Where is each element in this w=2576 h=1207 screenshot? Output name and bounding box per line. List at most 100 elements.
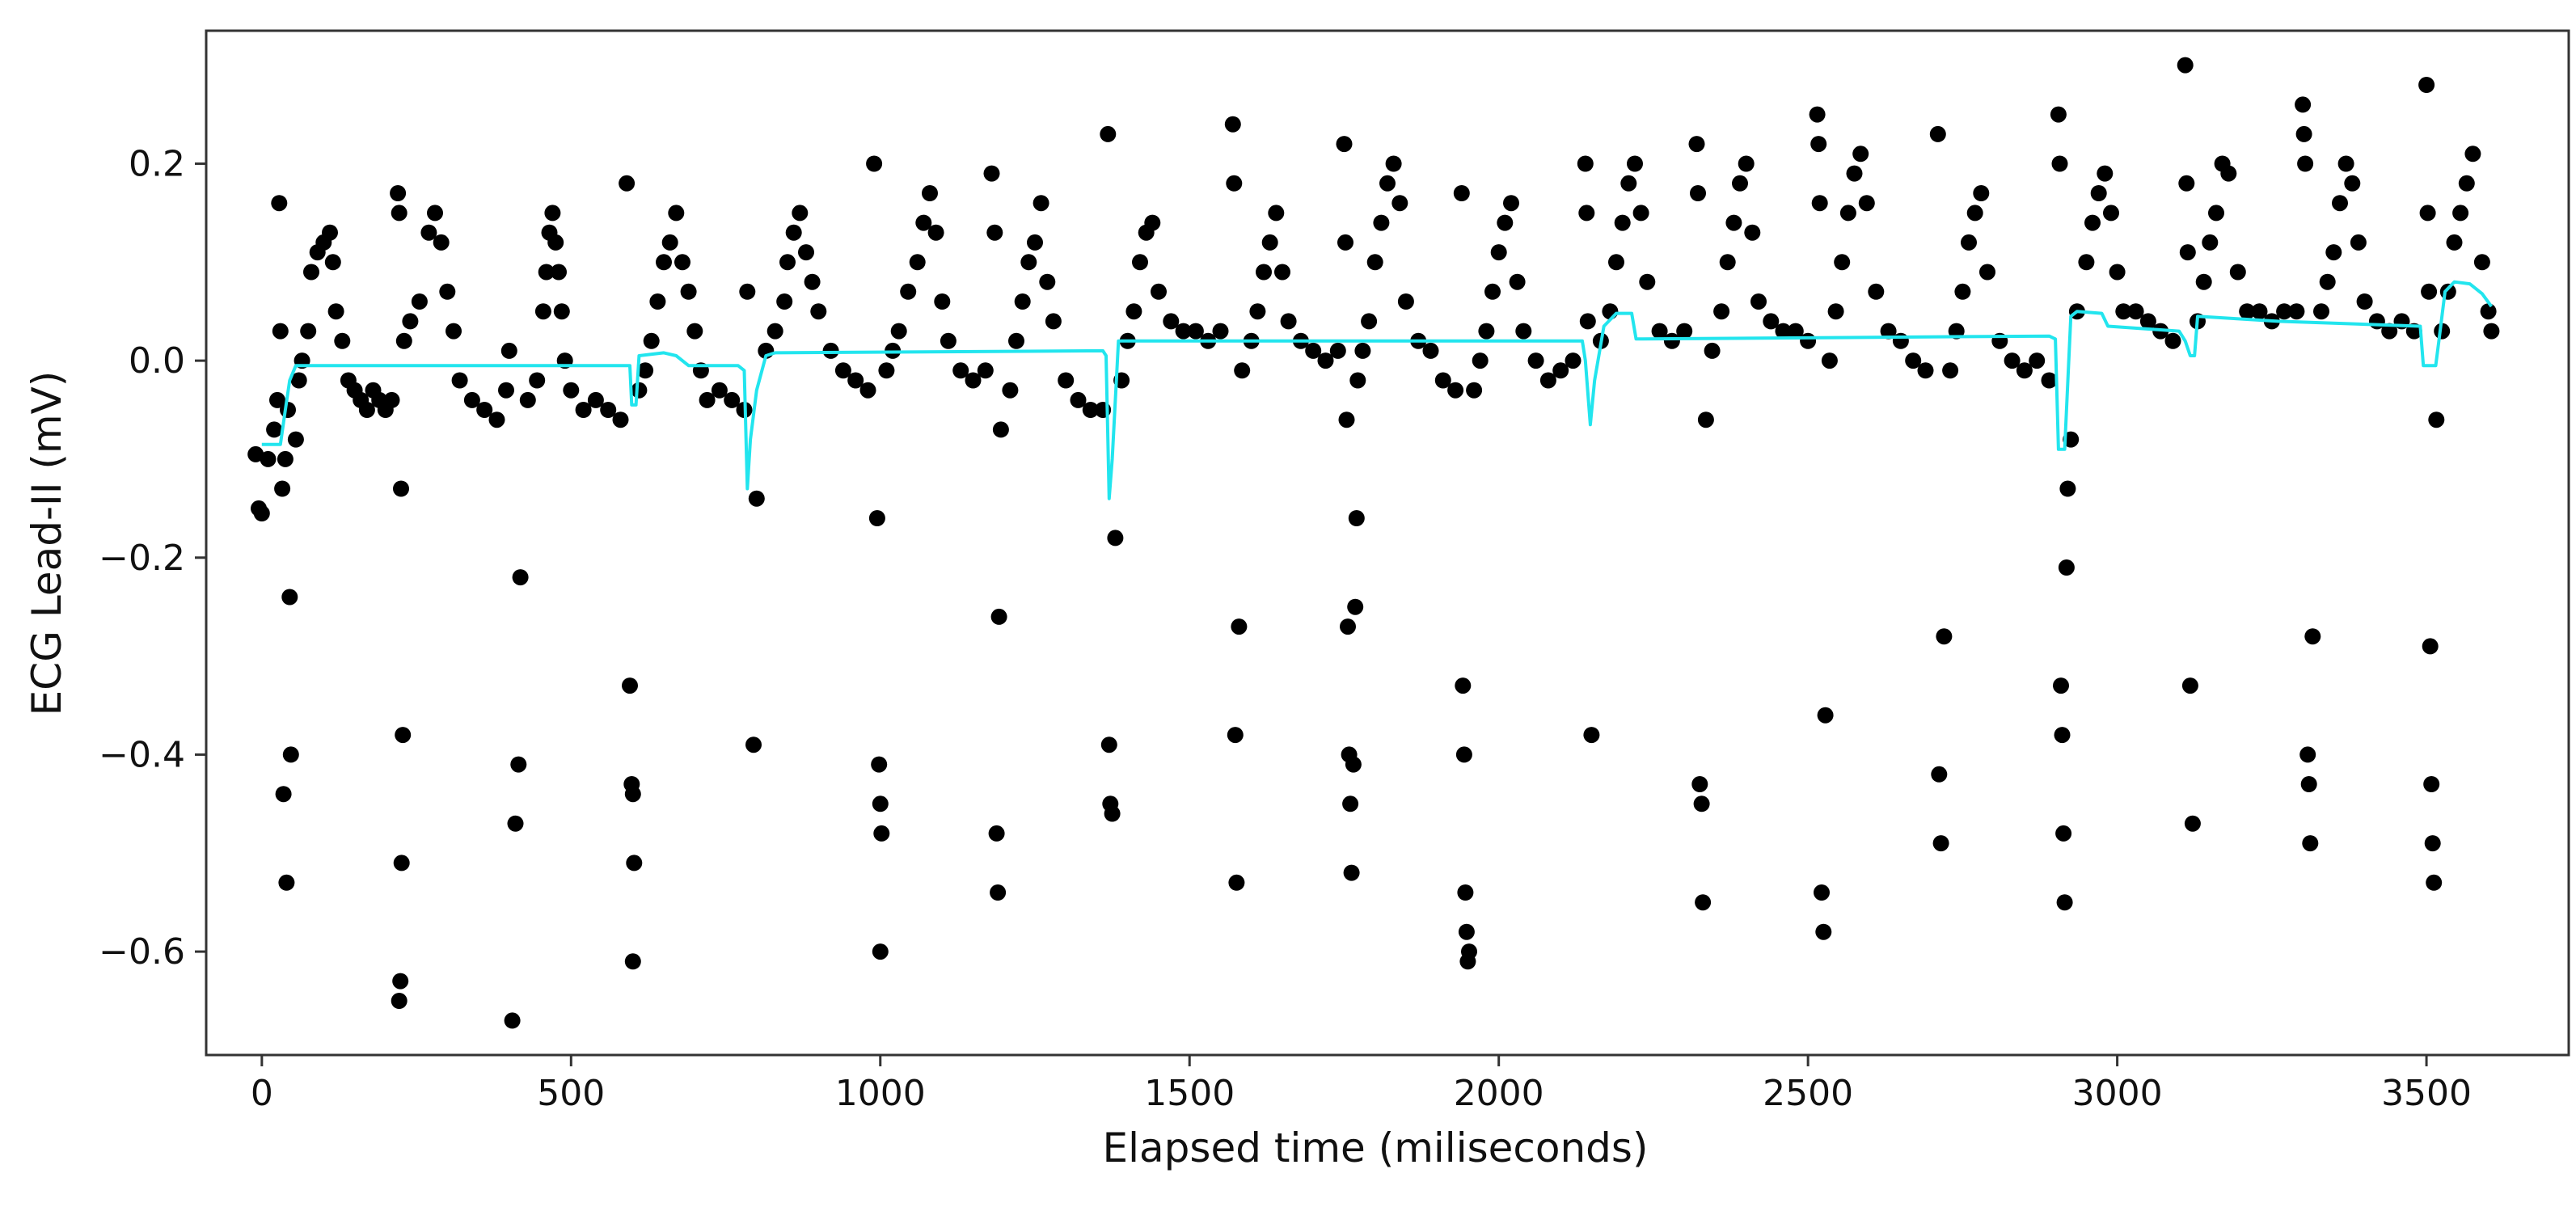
scatter-point bbox=[1008, 332, 1024, 349]
scatter-point bbox=[463, 391, 480, 408]
scatter-point bbox=[2304, 628, 2321, 645]
scatter-point bbox=[1002, 382, 1019, 399]
scatter-point bbox=[538, 264, 555, 281]
scatter-point bbox=[872, 796, 889, 812]
scatter-point bbox=[922, 185, 938, 201]
scatter-point bbox=[798, 244, 814, 261]
scatter-point bbox=[1651, 323, 1668, 340]
axes-layer bbox=[205, 29, 2570, 1057]
scatter-point bbox=[656, 254, 672, 271]
scatter-point bbox=[1942, 362, 1959, 379]
scatter-point bbox=[2029, 352, 2046, 369]
scatter-point bbox=[776, 293, 793, 310]
scatter-point bbox=[553, 303, 570, 320]
scatter-point bbox=[1457, 884, 1474, 901]
scatter-point bbox=[2337, 155, 2354, 172]
scatter-point bbox=[631, 382, 648, 399]
scatter-point bbox=[1858, 195, 1875, 212]
y-tick-label: −0.2 bbox=[99, 538, 185, 579]
scatter-point bbox=[1020, 254, 1037, 271]
scatter-point bbox=[1973, 185, 1990, 201]
scatter-point bbox=[952, 362, 969, 379]
scatter-point bbox=[1639, 273, 1656, 290]
scatter-point bbox=[649, 293, 666, 310]
scatter-point bbox=[1144, 214, 1161, 231]
scatter-point bbox=[1014, 293, 1031, 310]
scatter-point bbox=[1810, 136, 1827, 153]
scatter-point bbox=[1228, 874, 1245, 891]
scatter-point bbox=[2050, 106, 2067, 123]
scatter-point bbox=[2350, 234, 2367, 251]
scatter-point bbox=[1151, 283, 1167, 300]
scatter-point bbox=[1663, 332, 1680, 349]
y-tick-label: 0.0 bbox=[129, 340, 185, 382]
scatter-point bbox=[2103, 205, 2119, 222]
scatter-point bbox=[1249, 303, 1266, 320]
scatter-point bbox=[266, 421, 283, 438]
scatter-point bbox=[927, 224, 944, 241]
scatter-point bbox=[624, 953, 641, 970]
scatter-point bbox=[785, 224, 802, 241]
y-tick-label: −0.4 bbox=[99, 734, 185, 775]
scatter-point bbox=[1800, 332, 1817, 349]
scatter-point bbox=[1697, 411, 1714, 428]
x-tick-label: 3000 bbox=[2072, 1073, 2163, 1114]
scatter-point bbox=[1954, 283, 1971, 300]
scatter-point bbox=[2288, 303, 2305, 320]
scatter-point bbox=[1750, 293, 1767, 310]
scatter-point bbox=[1342, 796, 1359, 812]
scatter-point bbox=[433, 234, 450, 251]
scatter-point bbox=[2090, 185, 2107, 201]
scatter-point bbox=[439, 283, 456, 300]
scatter-point bbox=[977, 362, 994, 379]
scatter-point bbox=[272, 323, 289, 340]
scatter-point bbox=[1033, 195, 1049, 212]
scatter-point bbox=[1354, 342, 1371, 359]
scatter-point bbox=[1917, 362, 1934, 379]
scatter-point bbox=[2332, 195, 2348, 212]
scatter-point bbox=[2424, 835, 2441, 852]
scatter-point bbox=[1509, 273, 1526, 290]
scatter-point bbox=[1704, 342, 1721, 359]
x-tick-label: 1000 bbox=[835, 1073, 926, 1114]
x-tick-label: 2000 bbox=[1454, 1073, 1544, 1114]
scatter-point bbox=[2181, 677, 2198, 694]
scatter-point bbox=[488, 411, 505, 428]
x-tick-label: 2500 bbox=[1763, 1073, 1853, 1114]
scatter-point bbox=[2195, 273, 2212, 290]
scatter-point bbox=[334, 332, 351, 349]
scatter-point bbox=[1579, 313, 1596, 330]
x-tick-label: 500 bbox=[537, 1073, 605, 1114]
scatter-point bbox=[1732, 175, 1748, 192]
scatter-point bbox=[1455, 746, 1472, 763]
scatter-point bbox=[792, 205, 809, 222]
scatter-point bbox=[1602, 303, 1619, 320]
scatter-point bbox=[1527, 352, 1544, 369]
scatter-point bbox=[1608, 254, 1624, 271]
x-ticks-layer: 0 500 1000 1500 2000 2500 3000 3500 bbox=[251, 1055, 2472, 1114]
scatter-point bbox=[1082, 402, 1099, 418]
scatter-point bbox=[393, 480, 409, 497]
scatter-point bbox=[451, 372, 468, 389]
scatter-point bbox=[2055, 825, 2072, 842]
scatter-point bbox=[1484, 283, 1501, 300]
scatter-point bbox=[393, 855, 410, 871]
scatter-point bbox=[391, 205, 408, 222]
scatter-point bbox=[1349, 372, 1366, 389]
scatter-point bbox=[868, 510, 885, 526]
scatter-point bbox=[1503, 195, 1519, 212]
scatter-point bbox=[2177, 57, 2194, 74]
scatter-point bbox=[2418, 77, 2435, 93]
scatter-point bbox=[1466, 382, 1483, 399]
scatter-point bbox=[1175, 323, 1192, 340]
scatter-point bbox=[668, 205, 685, 222]
scatter-point bbox=[1966, 205, 1983, 222]
scatter-point bbox=[2097, 165, 2114, 182]
scatter-point bbox=[575, 402, 592, 418]
scatter-point bbox=[1846, 165, 1863, 182]
scatter-point bbox=[2313, 303, 2329, 320]
scatter-point bbox=[2480, 303, 2497, 320]
scatter-point bbox=[300, 323, 317, 340]
scatter-point bbox=[2229, 264, 2246, 281]
